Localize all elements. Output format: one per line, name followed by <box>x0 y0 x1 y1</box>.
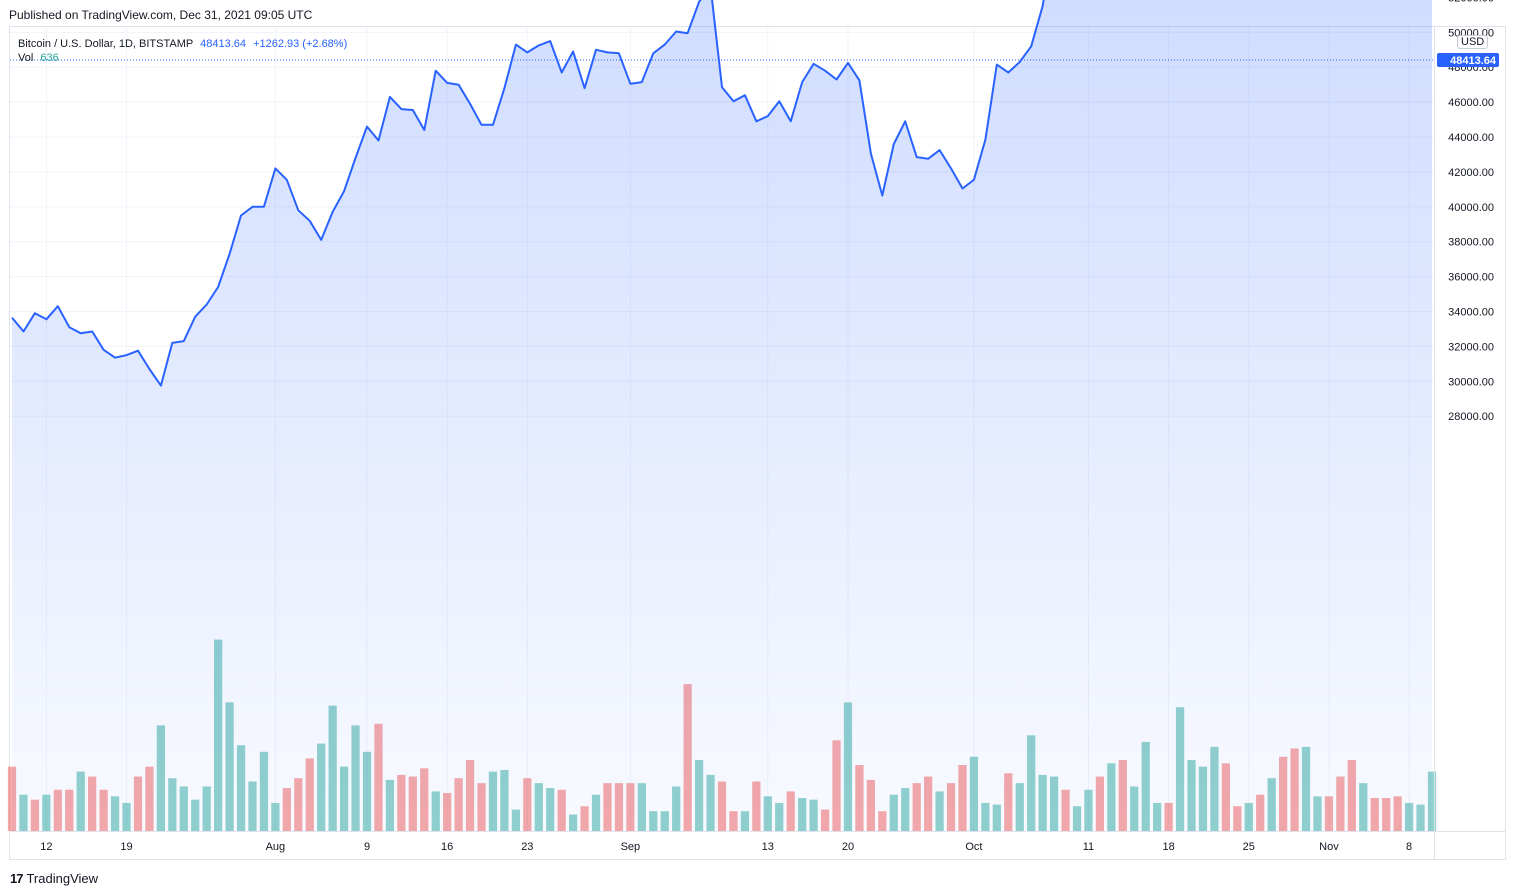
published-caption: Published on TradingView.com, Dec 31, 20… <box>9 8 313 22</box>
legend-change: +1262.93 (+2.68%) <box>253 38 348 50</box>
y-tick-label: 30000.00 <box>1448 376 1494 388</box>
chart-legend: Bitcoin / U.S. Dollar, 1D, BITSTAMP 4841… <box>18 36 347 52</box>
x-tick-label: 11 <box>1083 841 1094 853</box>
x-tick-label: 9 <box>364 841 370 853</box>
currency-badge[interactable]: USD <box>1457 35 1489 49</box>
chart-frame <box>9 26 1506 860</box>
x-tick-label: 12 <box>40 841 52 853</box>
legend-price: 48413.64 <box>200 38 246 50</box>
y-tick-label: 38000.00 <box>1448 237 1494 249</box>
y-tick-label: 52000.00 <box>1448 0 1494 4</box>
y-tick-label: 32000.00 <box>1448 341 1494 353</box>
y-tick-label: 34000.00 <box>1448 306 1494 318</box>
x-tick-label: 13 <box>762 841 774 853</box>
y-tick-label: 42000.00 <box>1448 167 1494 179</box>
x-tick-label: 25 <box>1243 841 1255 853</box>
tradingview-logo-icon: 17 <box>10 871 24 886</box>
x-tick-label: 23 <box>521 841 533 853</box>
x-tick-label: 18 <box>1162 841 1174 853</box>
y-tick-label: 36000.00 <box>1448 272 1494 284</box>
x-tick-label: 8 <box>1406 841 1412 853</box>
footer-brand[interactable]: 17 TradingView <box>10 871 98 886</box>
y-tick-label: 40000.00 <box>1448 202 1494 214</box>
x-tick-label: 20 <box>842 841 854 853</box>
brand-name: TradingView <box>26 871 99 886</box>
x-tick-label: Nov <box>1319 841 1339 853</box>
symbol-title[interactable]: Bitcoin / U.S. Dollar, 1D, BITSTAMP <box>18 38 194 50</box>
ref-price-tag-bg <box>1437 53 1499 68</box>
ref-price-tag: 48413.64 <box>1450 55 1497 67</box>
x-tick-label: Sep <box>621 841 641 853</box>
volume-legend: Vol 636 <box>18 52 59 64</box>
y-tick-label: 28000.00 <box>1448 411 1494 423</box>
volume-value: 636 <box>40 52 59 64</box>
price-area <box>12 0 1432 831</box>
x-tick-label: 19 <box>120 841 132 853</box>
x-tick-label: Aug <box>266 841 286 853</box>
price-line <box>11 0 1045 387</box>
y-tick-label: 46000.00 <box>1448 97 1494 109</box>
volume-label[interactable]: Vol <box>18 52 34 64</box>
y-tick-label: 44000.00 <box>1448 132 1494 144</box>
x-tick-label: Oct <box>965 841 982 853</box>
x-tick-label: 16 <box>441 841 453 853</box>
